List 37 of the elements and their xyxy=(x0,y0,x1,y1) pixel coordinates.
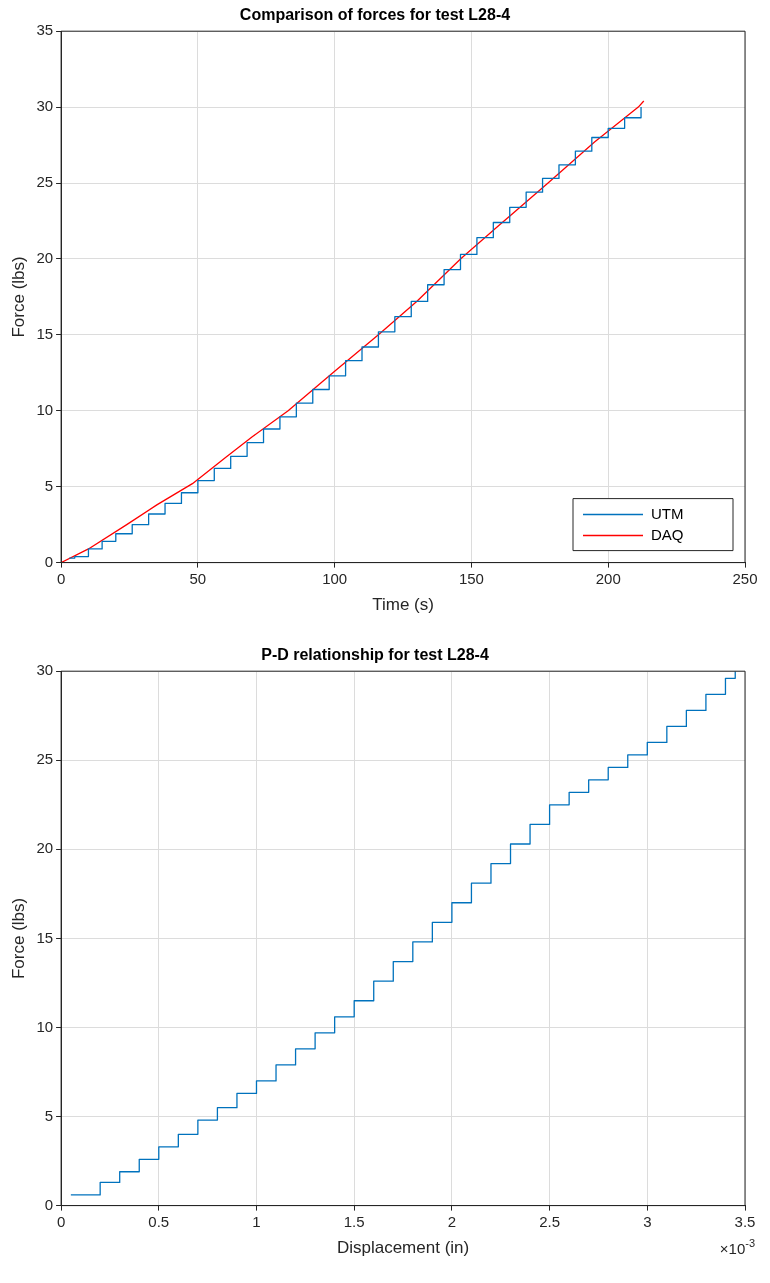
y-tick-label: 10 xyxy=(36,400,54,418)
y-tick-label: 15 xyxy=(36,928,54,946)
legend-label: UTM xyxy=(651,504,684,522)
y-tick-label: 0 xyxy=(44,1195,54,1213)
y-tick-label: 5 xyxy=(44,476,54,494)
y-tick-label: 15 xyxy=(36,325,54,342)
x-tick-label: 150 xyxy=(458,569,484,587)
x-axis-title: Time (s) xyxy=(372,595,434,615)
x-tick-label: 0 xyxy=(56,1212,66,1230)
y-axis-title: Force (lbs) xyxy=(8,897,28,980)
legend-label: DAQ xyxy=(651,525,684,543)
x-tick-label: 2.5 xyxy=(539,1212,561,1230)
y-tick-label: 20 xyxy=(36,249,54,267)
y-tick-label: 25 xyxy=(36,173,54,191)
x-tick-label: 50 xyxy=(189,569,207,587)
chart-title: P-D relationship for test L28-4 xyxy=(261,646,489,664)
x-tick-label: 200 xyxy=(595,569,621,587)
y-tick-label: 20 xyxy=(36,839,54,857)
x-tick-label: 3 xyxy=(643,1212,652,1230)
x-tick-label: 250 xyxy=(732,569,758,587)
x-tick-label: 1 xyxy=(252,1212,261,1230)
y-tick-label: 35 xyxy=(36,21,54,39)
y-tick-label: 5 xyxy=(44,1106,54,1124)
y-tick-label: 25 xyxy=(36,750,54,768)
x-tick-label: 0 xyxy=(56,569,66,587)
x-tick-label: 2 xyxy=(447,1212,457,1230)
chart-title: Comparison of forces for test L28-4 xyxy=(239,6,511,24)
y-tick-label: 30 xyxy=(36,661,54,679)
x-axis-title: Displacement (in) xyxy=(336,1238,470,1258)
y-tick-label: 0 xyxy=(44,552,54,570)
y-tick-label: 30 xyxy=(36,97,54,115)
y-tick-label: 10 xyxy=(36,1017,54,1035)
x-tick-label: 0.5 xyxy=(148,1212,170,1230)
x-tick-label: 100 xyxy=(322,569,348,587)
y-axis-title: Force (lbs) xyxy=(8,256,28,338)
x-tick-label: 1.5 xyxy=(343,1212,365,1230)
x-tick-label: 3.5 xyxy=(734,1212,756,1230)
